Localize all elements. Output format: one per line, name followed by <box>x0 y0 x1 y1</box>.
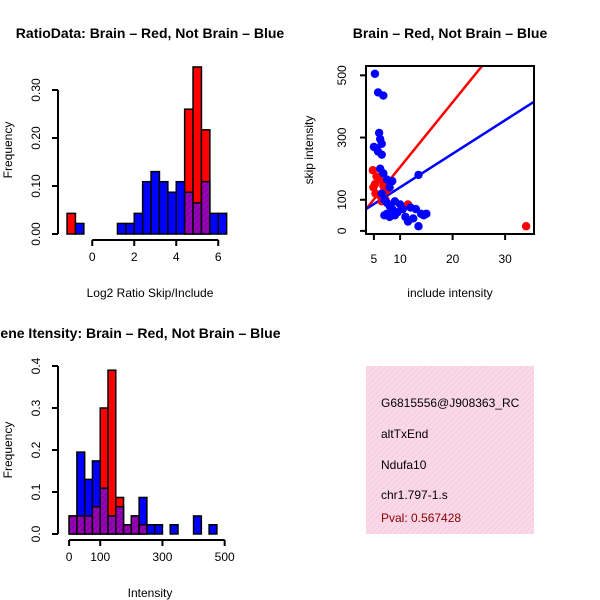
intensity-hist-ylabel: Frequency <box>1 422 15 479</box>
ratio-hist-bar-not-brain <box>158 180 169 235</box>
info-panel: G6815556@J908363_RC altTxEnd Ndufa10 chr… <box>366 366 534 534</box>
intensity-hist-bar-not-brain <box>146 524 156 535</box>
ratio-hist-bar-not-brain <box>133 212 144 235</box>
info-gene: Ndufa10 <box>381 458 427 472</box>
ratio-hist-bar-not-brain <box>125 222 135 235</box>
not-brain-point <box>388 176 397 186</box>
intensity-scatter-panel: Brain – Red, Not Brain – Blue 5 10 20 30010… <box>302 25 547 300</box>
ratio-hist-y-tick-label: 0.10 <box>29 174 43 198</box>
not-brain-point <box>422 209 431 218</box>
ratio-hist-bar-not-brain <box>116 222 127 235</box>
intensity-hist-y-tick-label: 0.0 <box>29 525 43 542</box>
intensity-hist-y-tick-label: 0.3 <box>29 399 43 416</box>
scatter-plot-box <box>365 65 535 235</box>
scatter-y-tick-label: 100 <box>335 189 349 209</box>
ratio-hist-y-tick-label: 0.00 <box>29 222 43 246</box>
not-brain-point <box>414 222 423 231</box>
ratio-hist-bar-not-brain <box>167 191 178 235</box>
info-background <box>366 366 534 534</box>
intensity-hist-bar-brain <box>107 369 117 535</box>
intensity-hist-bar-overlap <box>76 515 86 535</box>
scatter-y-tick-label: 300 <box>335 127 349 147</box>
intensity-hist-title: Gene Itensity: Brain – Red, Not Brain – … <box>0 325 281 341</box>
brain-point <box>368 166 378 175</box>
ratio-hist-x-tick-label: 0 <box>89 250 96 264</box>
ratio-hist-x-tick-label: 2 <box>131 250 138 264</box>
intensity-hist-bar-not-brain <box>153 524 164 535</box>
intensity-hist-bar-overlap <box>83 515 94 535</box>
ratio-hist-y-tick-label: 0.20 <box>29 126 43 150</box>
intensity-hist-x-tick-label: 100 <box>90 550 110 564</box>
intensity-hist-bar-overlap <box>138 524 148 535</box>
not-brain-point <box>390 211 400 220</box>
scatter-xlabel: include intensity <box>407 286 492 300</box>
intensity-hist-bar-overlap <box>115 505 125 535</box>
intensity-hist-xlabel: Intensity <box>128 586 173 600</box>
ratio-hist-bar-overlap <box>192 202 203 235</box>
intensity-hist-axes: 0 100 300 500 0.0 0.1 0.2 0.3 0.4 <box>29 357 235 564</box>
intensity-hist-bar-overlap <box>99 487 109 535</box>
not-brain-fit-line <box>366 100 534 211</box>
not-brain-point <box>377 139 386 148</box>
not-brain-point <box>398 204 407 214</box>
intensity-hist-bar-overlap <box>130 515 140 535</box>
intensity-hist-x-tick-label: 0 <box>66 550 73 564</box>
info-location: chr1.797-1.s <box>381 488 448 502</box>
info-id: G6815556@J908363_RC <box>381 396 520 410</box>
ratio-hist-bar-not-brain <box>175 180 186 235</box>
scatter-ylabel: skip intensity <box>302 116 316 185</box>
not-brain-point <box>379 91 388 100</box>
intensity-hist-x-tick-label: 500 <box>215 550 235 564</box>
intensity-hist-bar-not-brain <box>169 524 179 535</box>
intensity-hist-bar-overlap <box>122 524 133 535</box>
intensity-hist-y-tick-label: 0.4 <box>29 357 43 374</box>
ratio-hist-xlabel: Log2 Ratio Skip/Include <box>87 286 214 300</box>
scatter-points <box>368 69 531 231</box>
intensity-hist-bars <box>68 369 218 535</box>
ratio-hist-bar-not-brain <box>150 170 161 235</box>
brain-point <box>521 222 531 231</box>
scatter-x-tick-label: 20 <box>446 252 460 266</box>
info-pval: Pval: 0.567428 <box>381 511 461 525</box>
scatter-x-tick-label: 30 <box>498 252 512 266</box>
not-brain-point <box>374 128 384 138</box>
ratio-hist-ylabel: Frequency <box>1 122 15 179</box>
intensity-hist-x-tick-label: 300 <box>152 550 172 564</box>
intensity-hist-bar-overlap <box>68 515 78 535</box>
ratio-hist-title: RatioData: Brain – Red, Not Brain – Blue <box>16 25 285 41</box>
ratio-hist-x-tick-label: 4 <box>173 250 180 264</box>
intensity-hist-bar-not-brain <box>192 515 203 535</box>
not-brain-point <box>377 150 386 159</box>
ratio-hist-bar-overlap <box>183 191 194 235</box>
ratio-hist-bars <box>66 66 228 235</box>
ratio-hist-y-tick-label: 0.30 <box>29 78 43 102</box>
not-brain-point <box>370 69 380 78</box>
scatter-x-tick-label: 10 <box>393 252 407 266</box>
intensity-hist-bar-overlap <box>91 505 101 535</box>
scatter-y-tick-label: 0 <box>335 227 349 234</box>
not-brain-point <box>379 169 388 178</box>
not-brain-point <box>414 170 423 180</box>
scatter-x-tick-label: 5 <box>371 252 378 266</box>
intensity-hist-bar-not-brain <box>208 524 218 535</box>
not-brain-point <box>409 214 418 223</box>
ratio-hist-bar-brain <box>66 212 77 235</box>
scatter-y-tick-label: 500 <box>335 65 349 85</box>
intensity-hist-y-tick-label: 0.2 <box>29 441 43 458</box>
ratio-hist-bar-not-brain <box>217 212 228 235</box>
ratio-histogram-panel: RatioData: Brain – Red, Not Brain – Blue… <box>1 25 284 300</box>
ratio-hist-axes: 0 2 4 6 0.00 0.10 0.20 0.30 <box>29 78 222 264</box>
info-event-type: altTxEnd <box>381 427 428 441</box>
ratio-hist-x-tick-label: 6 <box>215 250 222 264</box>
intensity-hist-bar-overlap <box>107 515 117 535</box>
ratio-hist-bar-not-brain <box>141 180 152 235</box>
ratio-hist-bar-not-brain <box>209 212 220 235</box>
ratio-hist-bar-overlap <box>200 180 211 235</box>
ratio-hist-bar-not-brain <box>74 222 85 235</box>
intensity-histogram-panel: Gene Itensity: Brain – Red, Not Brain – … <box>0 325 281 600</box>
scatter-title: Brain – Red, Not Brain – Blue <box>353 25 548 41</box>
intensity-hist-y-tick-label: 0.1 <box>29 483 43 500</box>
